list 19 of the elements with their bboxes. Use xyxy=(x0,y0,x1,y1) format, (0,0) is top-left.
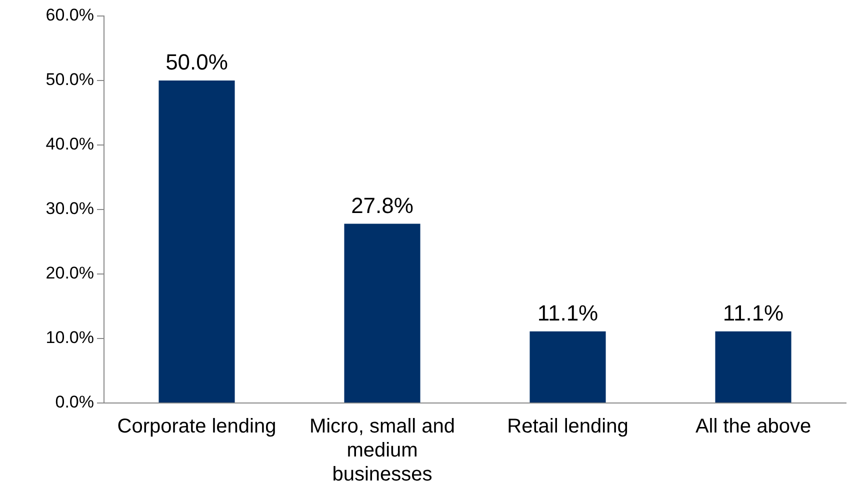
bar xyxy=(344,224,420,402)
x-tick-label: Retail lending xyxy=(507,416,628,438)
data-label: 50.0% xyxy=(166,50,228,75)
data-label: 11.1% xyxy=(722,300,784,326)
y-tick-label: 40.0% xyxy=(46,134,94,154)
y-tick-label: 60.0% xyxy=(46,6,94,25)
data-label: 11.1% xyxy=(537,300,598,326)
y-tick-label: 30.0% xyxy=(46,199,94,218)
y-tick-label: 20.0% xyxy=(46,264,94,283)
x-tick-label: Corporate lending xyxy=(117,416,276,438)
y-tick-label: 50.0% xyxy=(46,70,94,90)
bar xyxy=(530,331,606,402)
bar xyxy=(158,80,235,402)
y-tick-label: 10.0% xyxy=(46,328,94,348)
bar xyxy=(715,331,792,402)
x-tick-label: Micro, small and medium businesses xyxy=(309,416,456,486)
x-tick-label: All the above xyxy=(695,416,812,438)
y-tick-label: 0.0% xyxy=(55,392,94,412)
data-label: 27.8% xyxy=(351,192,414,218)
